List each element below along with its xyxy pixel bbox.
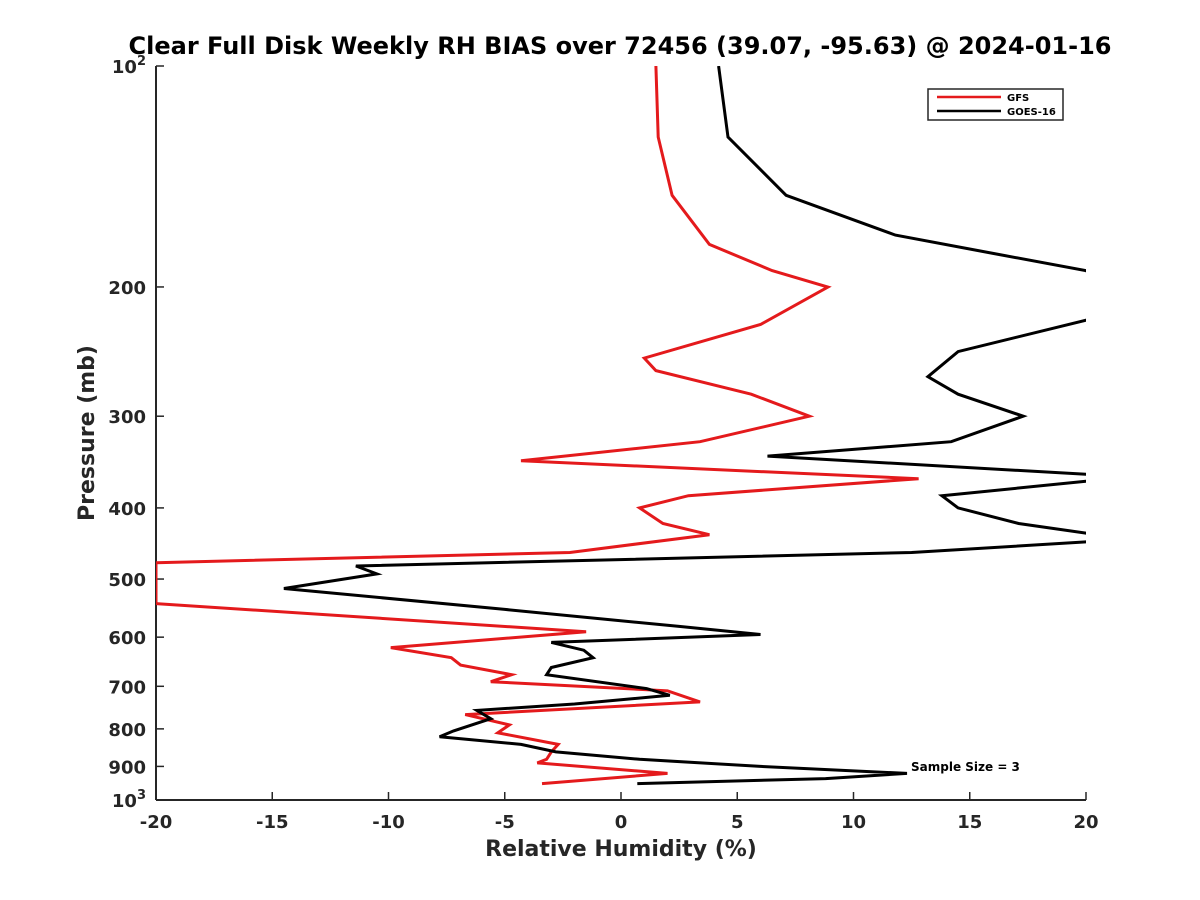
chart-title: Clear Full Disk Weekly RH BIAS over 7245…	[129, 32, 1112, 60]
y-tick-label: 300	[108, 407, 146, 428]
y-tick-label: 800	[108, 720, 146, 741]
series-layer	[156, 66, 1086, 786]
legend-label-goes-16: GOES-16	[1007, 107, 1056, 118]
x-axis-label: Relative Humidity (%)	[485, 837, 757, 862]
series-line-gfs	[156, 66, 919, 786]
legend: GFS GOES-16	[927, 88, 1064, 121]
x-tick-label: -15	[256, 812, 289, 833]
y-tick-label: 600	[108, 628, 146, 649]
x-ticks: -20 -15 -10 -5 0 5 10 15 20	[140, 792, 1099, 833]
x-tick-label: -10	[372, 812, 405, 833]
y-axis-label: Pressure (mb)	[75, 345, 100, 521]
x-tick-label: 15	[957, 812, 982, 833]
x-tick-label: 5	[731, 812, 744, 833]
y-tick-label: 700	[108, 677, 146, 698]
x-tick-label: -20	[140, 812, 173, 833]
sample-size-annotation: Sample Size = 3	[911, 760, 1020, 774]
x-tick-label: 20	[1073, 812, 1098, 833]
y-tick-label: 102	[112, 54, 146, 78]
legend-box	[927, 88, 1064, 121]
legend-label-gfs: GFS	[1007, 93, 1029, 104]
x-tick-label: -5	[495, 812, 515, 833]
series-line-goes-16	[283, 66, 1086, 786]
y-tick-label: 200	[108, 278, 146, 299]
y-tick-label: 400	[108, 499, 146, 520]
y-tick-label: 103	[112, 788, 146, 812]
y-tick-label: 900	[108, 757, 146, 778]
x-tick-label: 0	[615, 812, 628, 833]
x-tick-label: 10	[841, 812, 866, 833]
y-ticks: 102 200 300 400 500 600 700 800 900 103	[108, 54, 164, 812]
series-clip-group	[156, 66, 1086, 786]
y-tick-label: 500	[108, 570, 146, 591]
